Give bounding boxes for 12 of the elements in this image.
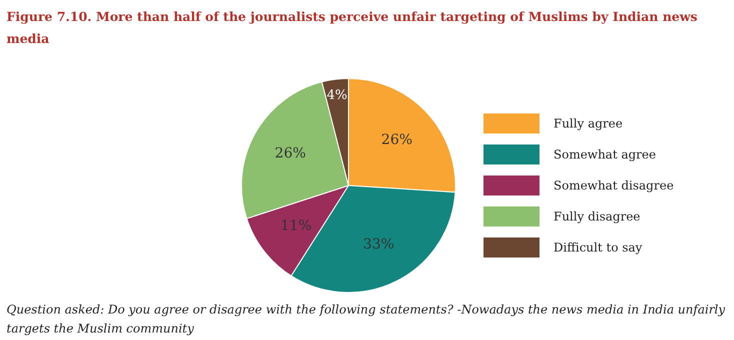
data-label: 33%	[363, 236, 394, 253]
legend-label: Somewhat agree	[554, 148, 656, 162]
legend-label: Difficult to say	[554, 240, 642, 254]
legend-label: Somewhat disagree	[554, 178, 674, 192]
data-label: 26%	[274, 146, 306, 162]
data-label: 11%	[280, 218, 312, 234]
text: Question asked: Do you agree or disagree with the following statements? -Nowadays the news media in India unfairly targets the Muslim community	[6, 302, 726, 336]
data-label: 4%	[326, 88, 348, 103]
data-label: 26%	[381, 132, 412, 148]
legend-label: Fully disagree	[554, 210, 640, 224]
legend-label: Fully agree	[554, 116, 623, 130]
chart-title: Figure 7.10. More than half of the journalists perceive unfair targeting of Muslims by Indian news media	[6, 9, 698, 46]
